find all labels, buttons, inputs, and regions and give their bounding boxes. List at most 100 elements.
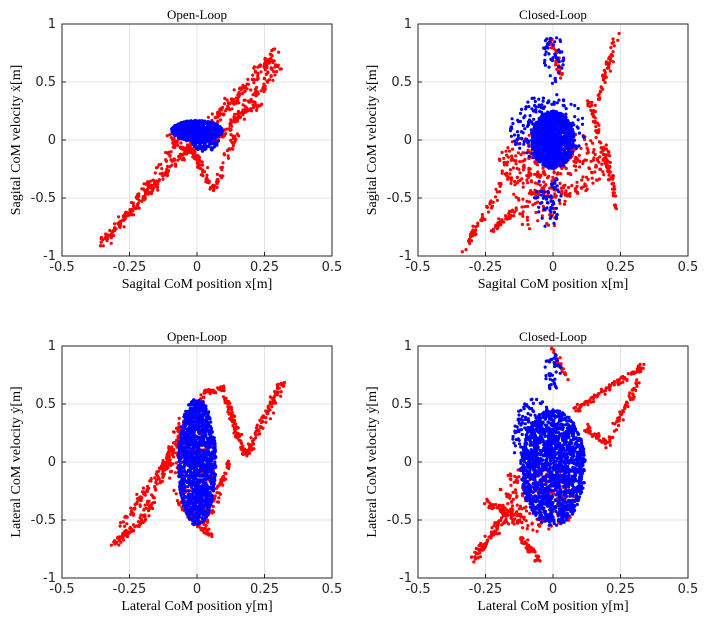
data-point: [218, 132, 222, 136]
data-point: [145, 489, 150, 493]
data-point: [555, 93, 559, 97]
data-point: [570, 131, 574, 135]
data-point: [259, 425, 263, 429]
data-point: [510, 176, 514, 180]
data-point: [251, 73, 255, 77]
data-point: [215, 500, 220, 504]
data-point: [176, 138, 180, 142]
data-point: [233, 118, 237, 122]
data-point: [121, 538, 126, 542]
data-point: [238, 115, 242, 120]
data-point: [236, 431, 240, 436]
data-point: [567, 121, 571, 125]
data-point: [161, 174, 165, 178]
data-point: [109, 543, 113, 547]
data-point: [555, 216, 559, 220]
data-point: [605, 66, 609, 70]
data-point: [540, 214, 544, 218]
data-point: [256, 72, 260, 76]
data-point: [225, 98, 229, 102]
data-point: [530, 151, 534, 156]
data-point: [240, 432, 244, 437]
data-point: [270, 49, 274, 53]
data-point: [498, 158, 502, 162]
data-point: [544, 138, 548, 142]
data-point: [554, 154, 558, 158]
data-point: [541, 126, 545, 130]
data-point: [263, 61, 267, 66]
data-point: [248, 107, 252, 111]
data-point: [219, 481, 223, 485]
data-point: [132, 206, 136, 210]
data-point: [237, 90, 241, 95]
data-point: [558, 127, 562, 131]
data-point: [531, 135, 535, 139]
data-point: [563, 140, 568, 144]
data-point: [517, 198, 521, 202]
data-point: [212, 133, 216, 137]
data-point: [553, 138, 557, 142]
data-point: [549, 194, 553, 198]
data-point: [557, 190, 561, 194]
data-point: [585, 187, 589, 191]
data-point: [171, 126, 176, 130]
data-point: [508, 172, 512, 176]
data-point: [147, 486, 151, 490]
data-point: [532, 130, 536, 134]
data-point: [557, 65, 561, 69]
data-point: [256, 90, 260, 94]
data-point: [497, 181, 501, 186]
y-tick-label: 1: [404, 17, 412, 32]
data-point: [262, 65, 266, 69]
data-point: [550, 145, 554, 149]
data-point: [502, 156, 506, 160]
data-point: [589, 159, 593, 163]
data-point: [196, 165, 200, 169]
data-point: [185, 135, 189, 140]
data-point: [198, 137, 202, 141]
data-point: [188, 143, 192, 147]
data-point: [539, 156, 543, 160]
data-point: [117, 543, 121, 547]
data-point: [506, 146, 510, 150]
data-point: [605, 160, 609, 164]
data-point: [108, 233, 112, 237]
data-point: [526, 139, 530, 143]
data-point: [590, 171, 594, 175]
data-point: [133, 525, 137, 529]
data-point: [584, 142, 588, 146]
data-point: [207, 527, 211, 531]
data-point: [521, 197, 525, 201]
data-point: [558, 142, 562, 146]
data-point: [537, 205, 541, 209]
data-point: [516, 133, 520, 138]
data-point: [602, 77, 606, 81]
data-point: [546, 147, 550, 151]
data-point: [593, 120, 597, 124]
data-point: [178, 152, 182, 156]
data-point: [541, 196, 545, 200]
data-point: [559, 76, 563, 80]
data-point: [548, 40, 552, 44]
data-point: [226, 410, 230, 414]
data-point: [119, 521, 123, 525]
data-point: [106, 237, 110, 241]
data-point: [471, 224, 475, 228]
data-point: [559, 186, 563, 190]
data-point: [574, 186, 578, 191]
data-point: [104, 233, 108, 237]
data-point: [269, 67, 273, 71]
data-point: [527, 144, 531, 148]
data-point: [610, 41, 614, 45]
data-point: [537, 97, 541, 101]
data-point: [167, 169, 171, 173]
data-point: [526, 204, 530, 208]
data-point: [564, 151, 568, 155]
data-point: [611, 174, 615, 178]
data-point: [544, 115, 548, 119]
data-point: [254, 426, 258, 430]
data-point: [564, 123, 568, 127]
data-point: [542, 61, 547, 65]
data-point: [555, 177, 559, 181]
data-point: [537, 192, 541, 196]
